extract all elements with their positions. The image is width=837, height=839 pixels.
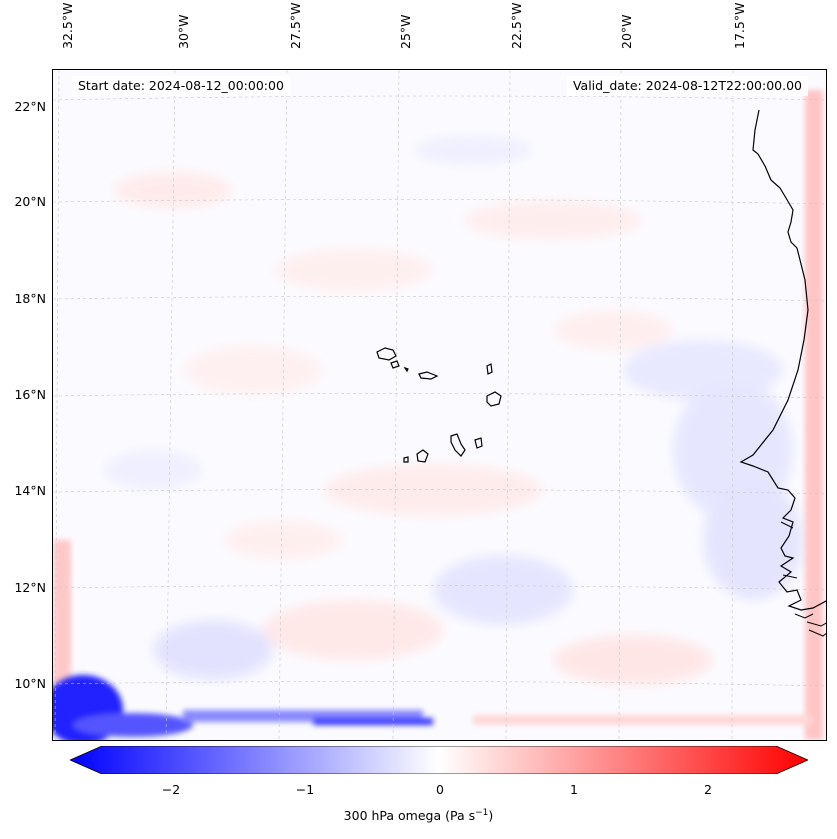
colorbar-tick: −2	[161, 782, 181, 797]
island-santiago	[450, 433, 466, 457]
colorbar-tick: 0	[436, 782, 444, 797]
lon-label-text: 25°W	[398, 14, 413, 49]
coastline-detail	[782, 574, 798, 579]
lat-label: 22°N	[14, 99, 46, 114]
island-sal	[486, 363, 493, 375]
island-sao-nicolau	[418, 371, 439, 380]
island-maio	[474, 437, 483, 449]
island-santa-luzia	[403, 366, 409, 373]
colorbar-tick: 1	[570, 782, 578, 797]
boundary-band-bottom	[53, 675, 813, 740]
coastline-detail	[808, 629, 826, 637]
lon-label-text: 32.5°W	[60, 2, 75, 49]
start-date-label: Start date: 2024-08-12_00:00:00	[72, 76, 290, 96]
colorbar-variable: 300 hPa omega	[343, 808, 442, 824]
island-santo-antao	[376, 347, 397, 361]
colorbar-label: 300 hPa omega (Pa s−1)	[343, 808, 494, 824]
lon-label: 30°W	[176, 0, 192, 64]
lat-label: 20°N	[14, 194, 46, 209]
island-sao-vicente	[390, 360, 400, 369]
lon-label: 20°W	[619, 0, 635, 64]
graticule	[53, 70, 826, 740]
lat-label: 14°N	[14, 483, 46, 498]
lon-label-text: 17.5°W	[732, 2, 747, 49]
lon-label: 32.5°W	[60, 0, 76, 64]
island-fogo	[416, 449, 429, 463]
colorbar-tick: 2	[704, 782, 712, 797]
cape-verde-islands	[376, 347, 502, 463]
lon-label-text: 27.5°W	[288, 2, 303, 49]
lat-label: 18°N	[14, 291, 46, 306]
colorbar-units-exponent: −1	[475, 808, 489, 818]
boundary-band-right	[805, 90, 823, 740]
map-panel	[52, 69, 827, 741]
island-boa-vista	[486, 391, 502, 407]
lon-label-text: 30°W	[176, 14, 191, 49]
lon-label-text: 22.5°W	[509, 2, 524, 49]
boundary-band-left	[53, 540, 71, 700]
lat-label: 12°N	[14, 580, 46, 595]
coastline-africa	[739, 109, 826, 611]
island-brava	[403, 456, 409, 463]
omega-field-map	[53, 70, 826, 740]
coastline-detail	[780, 521, 794, 529]
coastline-detail	[806, 621, 826, 627]
colorbar-tick: −1	[295, 782, 315, 797]
colorbar	[70, 746, 808, 774]
colorbar-body	[70, 746, 808, 774]
lon-label: 27.5°W	[288, 0, 304, 64]
omega-field-blobs	[103, 135, 803, 685]
lat-label: 16°N	[14, 387, 46, 402]
lat-label: 10°N	[14, 676, 46, 691]
lon-label-text: 20°W	[619, 14, 634, 49]
valid-date-label: Valid_date: 2024-08-12T22:00:00.00	[566, 76, 808, 96]
lon-label: 25°W	[398, 0, 414, 64]
colorbar-units: Pa s	[450, 808, 476, 824]
lon-label: 17.5°W	[732, 0, 748, 64]
coastline-detail	[794, 613, 814, 619]
lon-label: 22.5°W	[509, 0, 525, 64]
